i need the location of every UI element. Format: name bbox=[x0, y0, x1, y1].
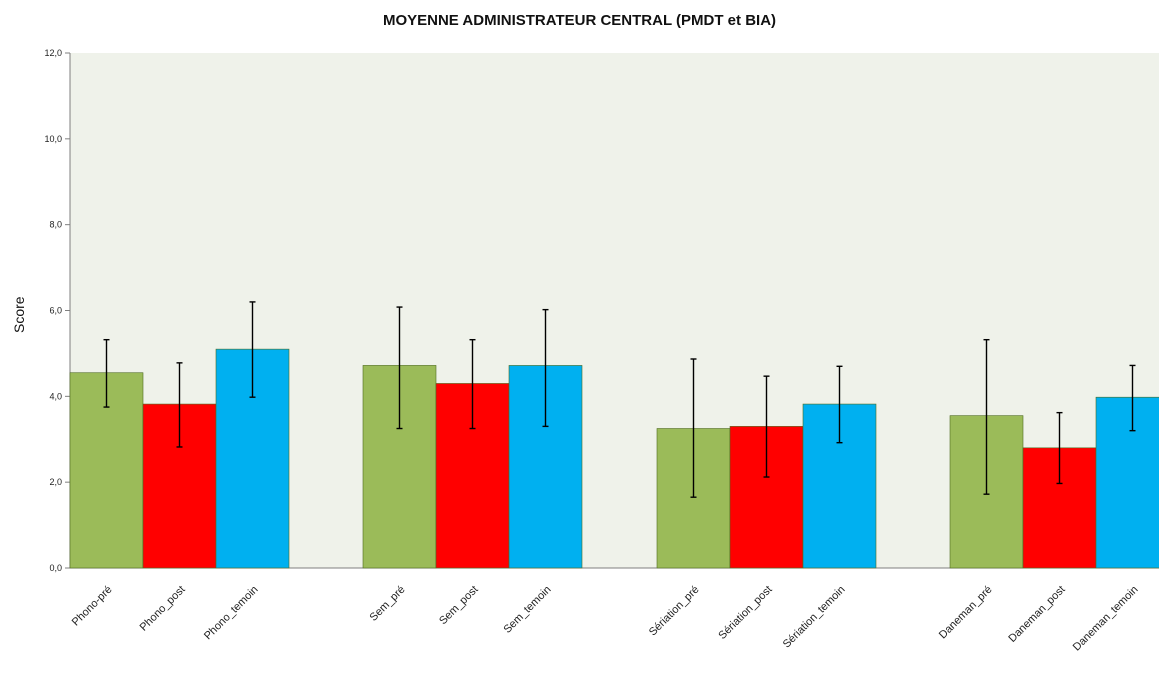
category-label: Daneman_pré bbox=[937, 584, 995, 642]
category-label: Phono-pré bbox=[70, 584, 115, 629]
chart-title: MOYENNE ADMINISTRATEUR CENTRAL (PMDT et … bbox=[382, 12, 777, 29]
y-tick-label: 10,0 bbox=[44, 134, 62, 144]
y-tick-label: 4,0 bbox=[49, 391, 62, 401]
category-label: Sem_pré bbox=[368, 584, 408, 624]
bar bbox=[1095, 396, 1159, 569]
category-label: Phono_temoin bbox=[202, 584, 261, 643]
category-label: Phono_post bbox=[138, 584, 188, 634]
y-tick-label: 12,0 bbox=[44, 48, 62, 58]
y-tick-label: 0,0 bbox=[49, 563, 62, 573]
category-label: Sem_temoin bbox=[501, 584, 553, 636]
category-label: Sem_post bbox=[437, 584, 481, 628]
category-label: Sériation_post bbox=[716, 584, 774, 642]
category-label: Sériation_pré bbox=[647, 584, 702, 639]
category-label: Daneman_temoin bbox=[1071, 584, 1141, 654]
y-tick-label: 6,0 bbox=[49, 306, 62, 316]
category-label: Sériation_temoin bbox=[781, 584, 848, 651]
category-label: Daneman_post bbox=[1006, 584, 1067, 645]
y-tick-label: 2,0 bbox=[49, 477, 62, 487]
y-tick-label: 8,0 bbox=[49, 220, 62, 230]
